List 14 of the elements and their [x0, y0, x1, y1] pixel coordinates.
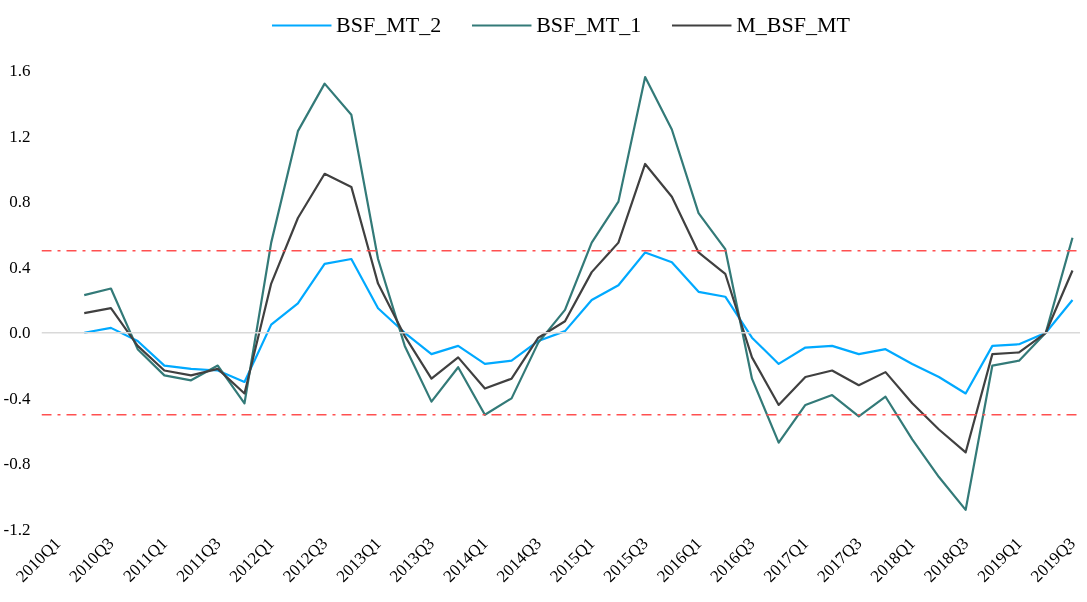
legend-label: M_BSF_MT — [736, 12, 851, 38]
y-tick-label: 0.0 — [9, 323, 31, 343]
y-tick-label: 1.6 — [9, 61, 31, 80]
y-tick-label: -0.8 — [3, 454, 31, 474]
y-tick-label: 0.8 — [9, 192, 31, 212]
line-series — [83, 251, 1074, 395]
line-series — [83, 75, 1074, 511]
y-tick-label: -0.4 — [3, 388, 31, 408]
legend-label: BSF_MT_1 — [536, 12, 642, 38]
line-series — [83, 162, 1074, 454]
y-tick-label: 1.2 — [9, 126, 31, 146]
y-tick-label: 0.4 — [9, 257, 31, 277]
y-tick-label: -1.2 — [3, 520, 31, 539]
legend-label: BSF_MT_2 — [335, 12, 442, 38]
